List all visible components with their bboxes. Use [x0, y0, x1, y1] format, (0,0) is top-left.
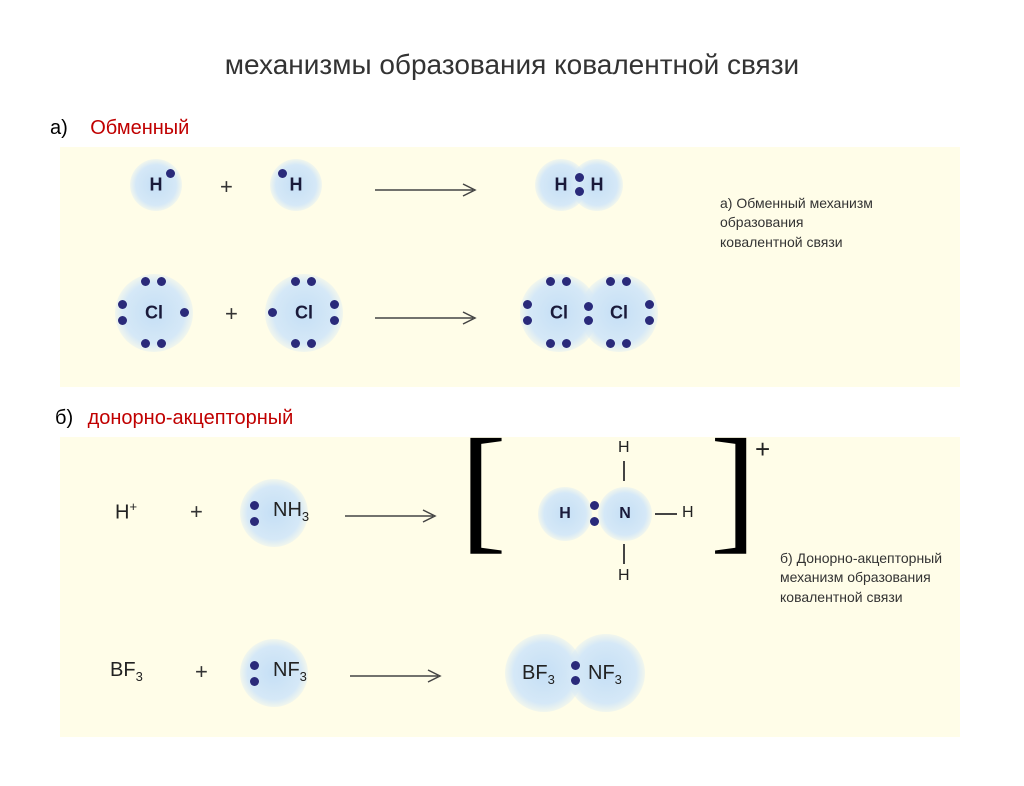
bond-top: [623, 461, 625, 481]
nf3-formula: NF3: [273, 659, 307, 684]
plus-h: +: [220, 174, 233, 200]
caption-b-l2: механизм образования: [780, 568, 942, 588]
section-b-name: донорно-акцепторный: [88, 407, 294, 429]
nh4-structure: H H N H H: [500, 439, 700, 589]
nh3-formula: NH3: [273, 499, 309, 524]
bf3-left: BF3: [110, 659, 143, 684]
nf3p-3: 3: [615, 672, 622, 687]
electron: [575, 173, 584, 182]
arrow-bf3nf3: [350, 667, 450, 685]
arrow-h: [375, 181, 485, 199]
atom-cl-right-label: Cl: [295, 302, 313, 323]
atom-h-left-label: H: [150, 174, 163, 195]
caption-b: б) Донорно-акцепторный механизм образова…: [780, 549, 942, 608]
hplus-formula: H+: [115, 499, 137, 525]
h-bottom: H: [618, 567, 630, 585]
atom-h-left: H: [130, 159, 182, 211]
arrow-nh4: [345, 507, 445, 525]
atom-h2-l: H: [555, 174, 568, 195]
atom-h-right-label: H: [290, 174, 303, 195]
atom-h-right: H: [270, 159, 322, 211]
bracket-right: ]: [710, 429, 757, 548]
nf3-3: 3: [300, 669, 307, 684]
nh3-nh: NH: [273, 499, 302, 521]
plus-nh3: +: [190, 499, 203, 525]
arrow-cl: [375, 309, 485, 327]
atom-cl2-r: Cl: [610, 302, 628, 323]
h-right: H: [682, 504, 694, 522]
bond-right: [655, 513, 677, 515]
section-b-letter: б): [55, 407, 73, 429]
atom-cl-left-label: Cl: [145, 302, 163, 323]
caption-a: а) Обменный механизм образования ковален…: [720, 194, 873, 253]
page-title: механизмы образования ковалентной связи: [0, 19, 1024, 101]
bg-region-a: [60, 147, 960, 387]
electron: [278, 169, 287, 178]
nf3-nf: NF: [273, 659, 300, 681]
section-a-row: а) Обменный: [50, 117, 189, 140]
n-label: N: [619, 505, 631, 523]
bf3p-bf: BF: [522, 662, 548, 684]
atom-h2-r: H: [591, 174, 604, 195]
bond-bottom: [623, 544, 625, 564]
nf3p-nf: NF: [588, 662, 615, 684]
bf3-bf: BF: [110, 659, 136, 681]
hplus-h: H: [115, 501, 129, 523]
nh3-3: 3: [302, 509, 309, 524]
electron: [166, 169, 175, 178]
h-left-label: H: [559, 505, 571, 523]
section-b-row: б) донорно-акцепторный: [55, 407, 293, 430]
caption-b-l3: ковалентной связи: [780, 588, 942, 608]
atom-cl2-l: Cl: [550, 302, 568, 323]
plus-nf3: +: [195, 659, 208, 685]
section-a-name: Обменный: [90, 117, 189, 139]
caption-b-l1: б) Донорно-акцепторный: [780, 549, 942, 569]
h-top: H: [618, 439, 630, 457]
hplus-plus: +: [129, 499, 137, 514]
caption-a-l2: образования: [720, 213, 873, 233]
caption-a-l1: а) Обменный механизм: [720, 194, 873, 214]
caption-a-l3: ковалентной связи: [720, 233, 873, 253]
section-a-letter: а): [50, 117, 68, 139]
bf3p-3: 3: [548, 672, 555, 687]
atom-cl-right: Cl: [265, 274, 343, 352]
nh4-charge: +: [755, 434, 770, 465]
plus-cl: +: [225, 301, 238, 327]
atom-cl-left: Cl: [115, 274, 193, 352]
electron: [575, 187, 584, 196]
bf3-3: 3: [136, 669, 143, 684]
